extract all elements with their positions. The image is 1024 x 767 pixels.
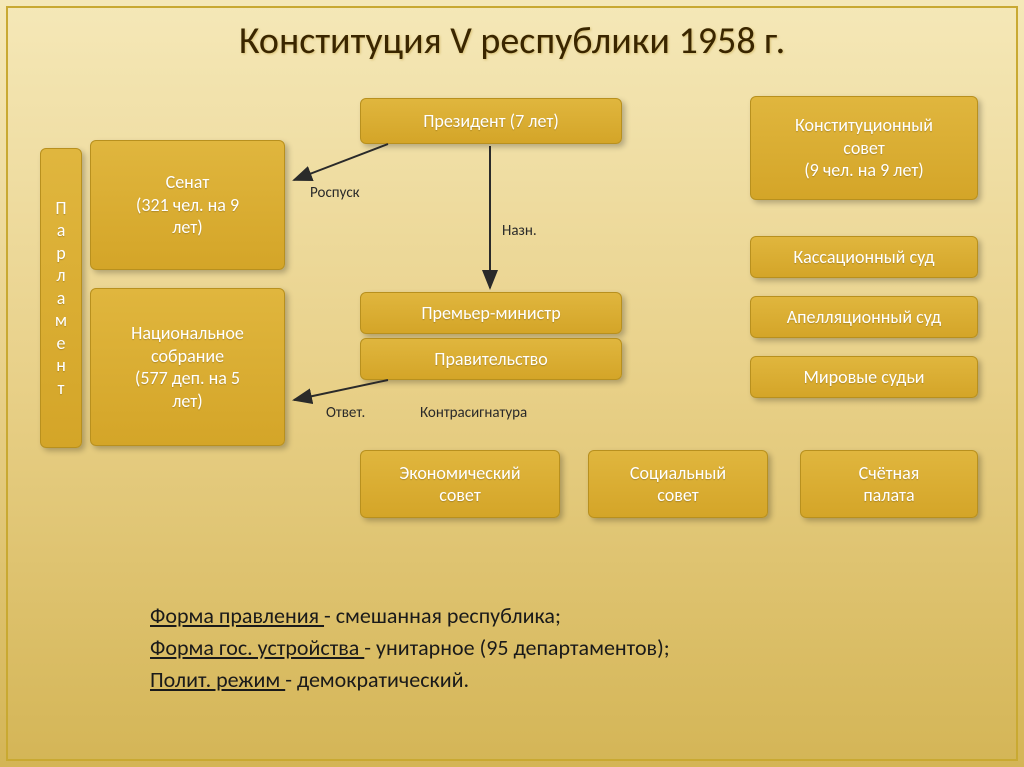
justices-box: Мировые судьи	[750, 356, 978, 398]
cassation-box: Кассационный суд	[750, 236, 978, 278]
otvet-label: Ответ.	[326, 404, 365, 422]
footer-text: Форма правления - смешанная республика; …	[150, 600, 670, 696]
rospusk-label: Роспуск	[310, 184, 360, 202]
footer-3-term: Полит. режим	[150, 666, 285, 693]
government-box: Правительство	[360, 338, 622, 380]
footer-2-term: Форма гос. устройства	[150, 634, 364, 661]
footer-line-3: Полит. режим - демократический.	[150, 664, 670, 696]
appeal-box: Апелляционный суд	[750, 296, 978, 338]
footer-3-rest: - демократический.	[285, 666, 469, 693]
kontra-label: Контрасигнатура	[420, 404, 527, 422]
parliament-box: П а р л а м е н т	[40, 148, 82, 448]
senate-box: Сенат (321 чел. на 9 лет)	[90, 140, 285, 270]
footer-line-1: Форма правления - смешанная республика;	[150, 600, 670, 632]
footer-line-2: Форма гос. устройства - унитарное (95 де…	[150, 632, 670, 664]
chamber-box: Счётная палата	[800, 450, 978, 518]
social-box: Социальный совет	[588, 450, 768, 518]
footer-1-rest: - смешанная республика;	[324, 602, 561, 629]
page-title: Конституция V республики 1958 г.	[0, 18, 1024, 64]
president-box: Президент (7 лет)	[360, 98, 622, 144]
footer-1-term: Форма правления	[150, 602, 324, 629]
nazn-label: Назн.	[502, 222, 537, 240]
economic-box: Экономический совет	[360, 450, 560, 518]
footer-2-rest: - унитарное (95 департаментов);	[364, 634, 669, 661]
assembly-box: Национальное собрание (577 деп. на 5 лет…	[90, 288, 285, 446]
pm-box: Премьер-министр	[360, 292, 622, 334]
constitutional-council-box: Конституционный совет (9 чел. на 9 лет)	[750, 96, 978, 200]
